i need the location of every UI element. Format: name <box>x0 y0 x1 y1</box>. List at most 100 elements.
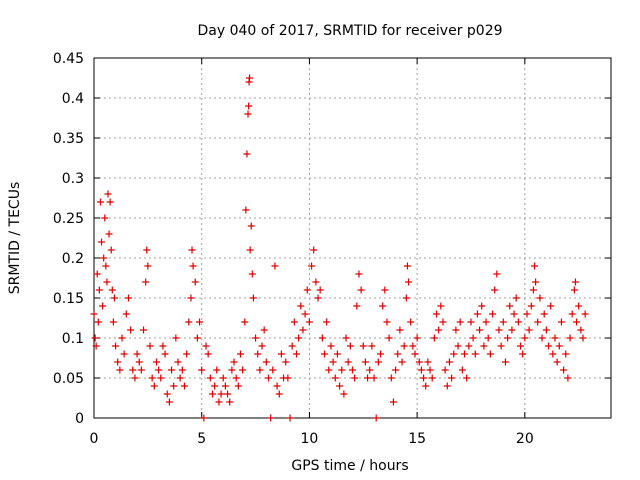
data-point <box>355 270 363 278</box>
data-point <box>529 286 537 294</box>
data-point <box>277 350 285 358</box>
data-point <box>499 318 507 326</box>
data-point <box>114 358 122 366</box>
data-point <box>538 334 546 342</box>
data-point <box>120 350 128 358</box>
data-point <box>260 326 268 334</box>
data-point <box>437 302 445 310</box>
data-point <box>116 366 124 374</box>
data-point <box>521 334 529 342</box>
data-point <box>316 286 324 294</box>
data-point <box>327 342 335 350</box>
data-point <box>579 334 587 342</box>
data-point <box>448 374 456 382</box>
data-point <box>581 310 589 318</box>
data-point <box>553 358 561 366</box>
data-point <box>411 350 419 358</box>
data-point <box>163 390 171 398</box>
data-point <box>413 334 421 342</box>
data-point <box>344 358 352 366</box>
data-point <box>308 262 316 270</box>
data-point <box>405 278 413 286</box>
data-point <box>422 382 430 390</box>
data-point <box>318 334 326 342</box>
data-point <box>178 366 186 374</box>
data-point <box>370 374 378 382</box>
data-point <box>570 286 578 294</box>
data-point <box>232 374 240 382</box>
data-point <box>508 326 516 334</box>
data-point <box>297 302 305 310</box>
data-point <box>497 342 505 350</box>
data-point <box>295 334 303 342</box>
data-point <box>301 310 309 318</box>
data-point <box>573 318 581 326</box>
x-tick-label: 20 <box>516 431 534 447</box>
data-point <box>252 334 260 342</box>
data-point <box>101 214 109 222</box>
data-point <box>254 350 262 358</box>
data-point <box>346 342 354 350</box>
data-point <box>242 206 250 214</box>
data-point <box>159 342 167 350</box>
data-point <box>106 198 114 206</box>
data-point <box>189 262 197 270</box>
data-point <box>236 350 244 358</box>
data-point <box>148 374 156 382</box>
data-point <box>165 398 173 406</box>
data-point <box>140 326 148 334</box>
data-point <box>228 366 236 374</box>
series-srmtid <box>90 74 589 422</box>
data-point <box>359 342 367 350</box>
data-point <box>471 350 479 358</box>
data-point <box>234 382 242 390</box>
data-point <box>94 318 102 326</box>
data-point <box>170 382 178 390</box>
data-point <box>100 254 108 262</box>
data-point <box>482 318 490 326</box>
data-point <box>200 414 208 422</box>
x-axis-label: GPS time / hours <box>291 458 408 474</box>
data-point <box>534 318 542 326</box>
x-tick-label: 5 <box>197 431 206 447</box>
data-point <box>480 342 488 350</box>
data-point <box>351 374 359 382</box>
data-point <box>342 334 350 342</box>
data-point <box>385 334 393 342</box>
data-point <box>562 350 570 358</box>
data-point <box>168 366 176 374</box>
data-point <box>269 366 277 374</box>
data-point <box>473 310 481 318</box>
data-point <box>489 310 497 318</box>
y-axis-label: SRMTID / TECUs <box>7 182 23 295</box>
data-point <box>282 358 290 366</box>
data-point <box>142 278 150 286</box>
data-point <box>188 246 196 254</box>
data-point <box>557 318 565 326</box>
data-point <box>206 374 214 382</box>
data-point <box>152 358 160 366</box>
data-point <box>102 262 110 270</box>
data-point <box>219 374 227 382</box>
y-tick-label: 0.2 <box>62 251 84 267</box>
data-point <box>381 286 389 294</box>
data-point <box>357 286 365 294</box>
data-point <box>230 358 238 366</box>
data-point <box>137 366 145 374</box>
data-point <box>445 358 453 366</box>
data-point <box>193 334 201 342</box>
data-point <box>540 310 548 318</box>
y-tick-label: 0.45 <box>53 51 84 67</box>
data-point <box>456 318 464 326</box>
data-point <box>305 318 313 326</box>
data-point <box>143 246 151 254</box>
data-point <box>465 342 473 350</box>
data-point <box>439 318 447 326</box>
data-point <box>361 358 369 366</box>
data-point <box>183 350 191 358</box>
data-point <box>258 342 266 350</box>
data-point <box>452 326 460 334</box>
data-point <box>93 270 101 278</box>
data-point <box>383 318 391 326</box>
